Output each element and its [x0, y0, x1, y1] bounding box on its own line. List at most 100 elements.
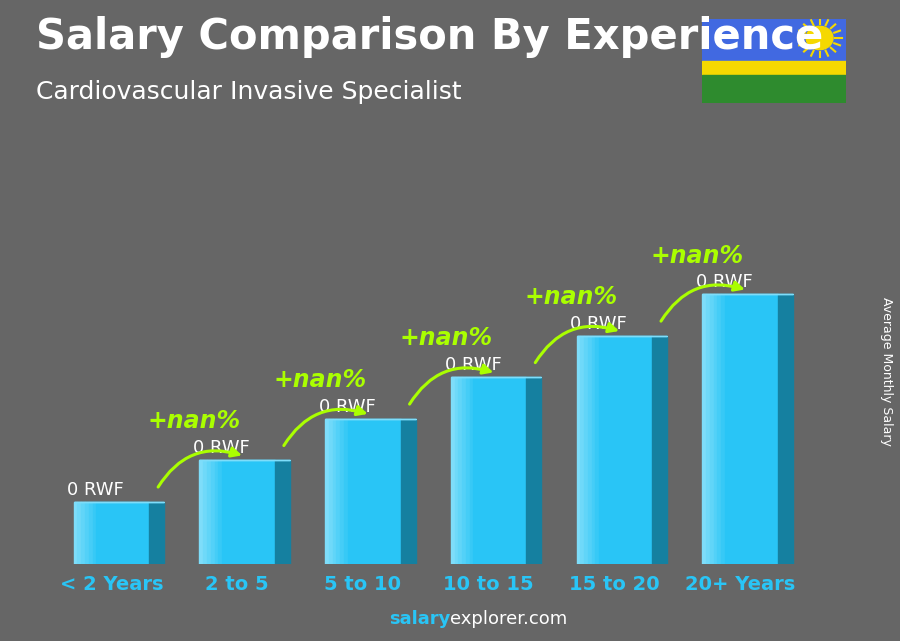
Bar [385, 419, 390, 564]
Bar [770, 294, 774, 564]
Text: explorer.com: explorer.com [450, 610, 567, 628]
Bar [629, 336, 633, 564]
Polygon shape [149, 502, 164, 564]
Bar [724, 294, 729, 564]
Bar [752, 294, 755, 564]
Text: +nan%: +nan% [274, 368, 366, 392]
Bar [141, 502, 146, 564]
Bar [104, 502, 108, 564]
Bar [96, 502, 100, 564]
Bar [584, 336, 588, 564]
Bar [740, 294, 743, 564]
Bar [504, 378, 508, 564]
Bar [702, 19, 846, 61]
Bar [390, 419, 393, 564]
Circle shape [806, 26, 833, 49]
Bar [211, 460, 214, 564]
Text: Cardiovascular Invasive Specialist: Cardiovascular Invasive Specialist [36, 80, 462, 104]
Bar [89, 502, 93, 564]
Bar [463, 378, 466, 564]
Text: 0 RWF: 0 RWF [68, 481, 124, 499]
Bar [748, 294, 752, 564]
Bar [85, 502, 89, 564]
Bar [485, 378, 489, 564]
Text: 0 RWF: 0 RWF [319, 397, 375, 415]
Bar [200, 460, 203, 564]
Bar [146, 502, 149, 564]
Bar [382, 419, 385, 564]
Bar [774, 294, 778, 564]
Text: +nan%: +nan% [400, 326, 492, 351]
Bar [714, 294, 717, 564]
Bar [359, 419, 363, 564]
Bar [706, 294, 710, 564]
Bar [702, 61, 846, 76]
Bar [577, 336, 580, 564]
Polygon shape [274, 460, 290, 564]
Bar [454, 378, 458, 564]
Bar [599, 336, 603, 564]
Text: salary: salary [389, 610, 450, 628]
Bar [74, 502, 77, 564]
Bar [271, 460, 274, 564]
Bar [77, 502, 81, 564]
Bar [112, 502, 115, 564]
Bar [515, 378, 518, 564]
Bar [473, 378, 477, 564]
Bar [622, 336, 626, 564]
Polygon shape [400, 419, 416, 564]
Bar [230, 460, 233, 564]
Bar [363, 419, 366, 564]
Bar [767, 294, 770, 564]
Bar [241, 460, 245, 564]
Bar [366, 419, 371, 564]
Bar [237, 460, 241, 564]
Bar [644, 336, 648, 564]
Bar [130, 502, 134, 564]
Bar [458, 378, 463, 564]
Bar [108, 502, 112, 564]
Text: Average Monthly Salary: Average Monthly Salary [880, 297, 893, 446]
Bar [607, 336, 610, 564]
Bar [588, 336, 591, 564]
Bar [122, 502, 127, 564]
Bar [115, 502, 119, 564]
Bar [702, 76, 846, 103]
Text: 0 RWF: 0 RWF [445, 356, 501, 374]
Bar [325, 419, 328, 564]
Bar [138, 502, 141, 564]
Bar [252, 460, 256, 564]
Bar [743, 294, 748, 564]
Bar [226, 460, 230, 564]
Bar [371, 419, 374, 564]
Bar [267, 460, 271, 564]
Bar [374, 419, 378, 564]
Bar [245, 460, 248, 564]
Bar [333, 419, 337, 564]
Bar [214, 460, 219, 564]
Bar [127, 502, 130, 564]
Bar [610, 336, 615, 564]
Bar [393, 419, 397, 564]
Bar [580, 336, 584, 564]
Bar [603, 336, 607, 564]
Bar [641, 336, 644, 564]
Bar [352, 419, 356, 564]
Bar [347, 419, 352, 564]
Bar [481, 378, 485, 564]
Text: Salary Comparison By Experience: Salary Comparison By Experience [36, 16, 824, 58]
Polygon shape [526, 378, 542, 564]
Bar [219, 460, 222, 564]
Bar [356, 419, 359, 564]
Bar [451, 378, 454, 564]
Bar [648, 336, 652, 564]
Text: +nan%: +nan% [525, 285, 618, 309]
Bar [733, 294, 736, 564]
Bar [717, 294, 721, 564]
Text: 0 RWF: 0 RWF [194, 439, 250, 457]
Bar [637, 336, 641, 564]
Polygon shape [778, 294, 793, 564]
Bar [508, 378, 511, 564]
Bar [470, 378, 473, 564]
Bar [523, 378, 526, 564]
